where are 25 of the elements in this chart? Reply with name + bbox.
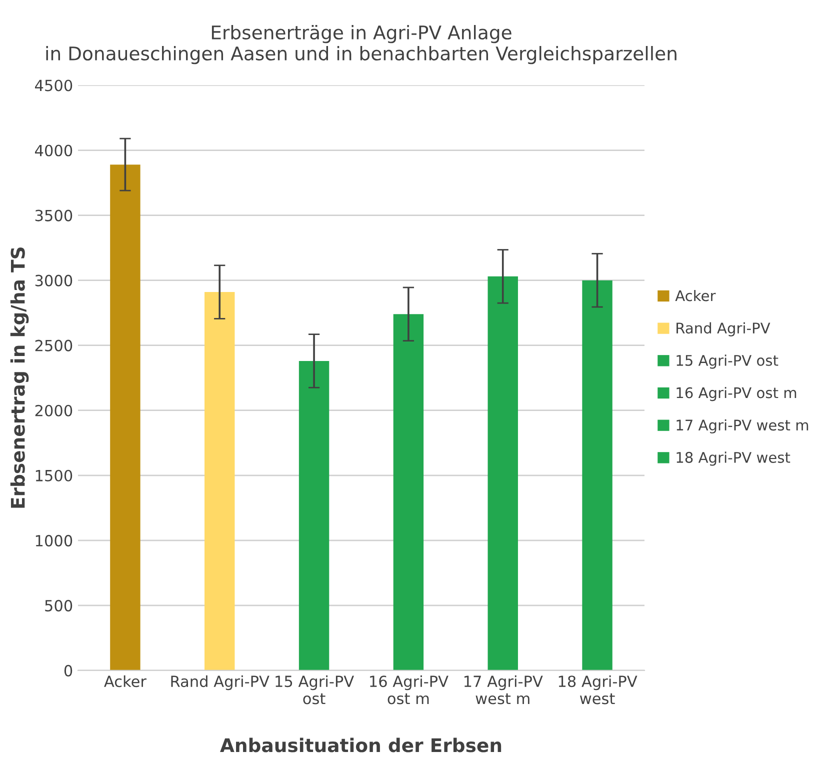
x-axis-title: Anbausituation der Erbsen (220, 738, 502, 752)
x-tick-label: 18 Agri-PV west (558, 675, 638, 704)
x-tick-label: 16 Agri-PV ost m (370, 675, 448, 704)
legend-label: 15 Agri-PV ost (676, 354, 778, 369)
x-tick-label: Acker (104, 675, 146, 688)
y-tick-label: 500 (45, 600, 72, 612)
legend-label: 18 Agri-PV west (676, 452, 790, 466)
y-tick-label: 2000 (35, 404, 72, 416)
y-tick-label: 1000 (36, 534, 72, 546)
x-tick-label: 15 Agri-PV ost (276, 675, 354, 704)
y-tick-label: 3500 (35, 210, 72, 222)
chart-title: Erbsenerträge in Agri-PV Anlage in Donaueschingen Aasen und in benachbarten Vergleichsparzellen (46, 25, 676, 64)
legend-label: Rand Agri-PV (676, 322, 770, 336)
x-tick-label: Rand Agri-PV (171, 675, 270, 690)
y-tick-label: 3000 (35, 274, 72, 286)
y-tick-label: 4500 (35, 80, 72, 92)
x-tick-label: 17 Agri-PV west m (464, 675, 543, 704)
legend-label: 17 Agri-PV west m (676, 419, 808, 434)
y-tick-label: 2500 (35, 340, 72, 352)
legend-label: 16 Agri-PV ost m (676, 386, 796, 402)
y-tick-label: 1500 (36, 470, 72, 482)
legend-label: Acker (675, 290, 716, 302)
y-axis-title: Erbsenertrag in kg/ha TS (10, 248, 29, 508)
y-tick-label: 4000 (35, 144, 72, 156)
y-tick-label: 0 (64, 664, 72, 676)
